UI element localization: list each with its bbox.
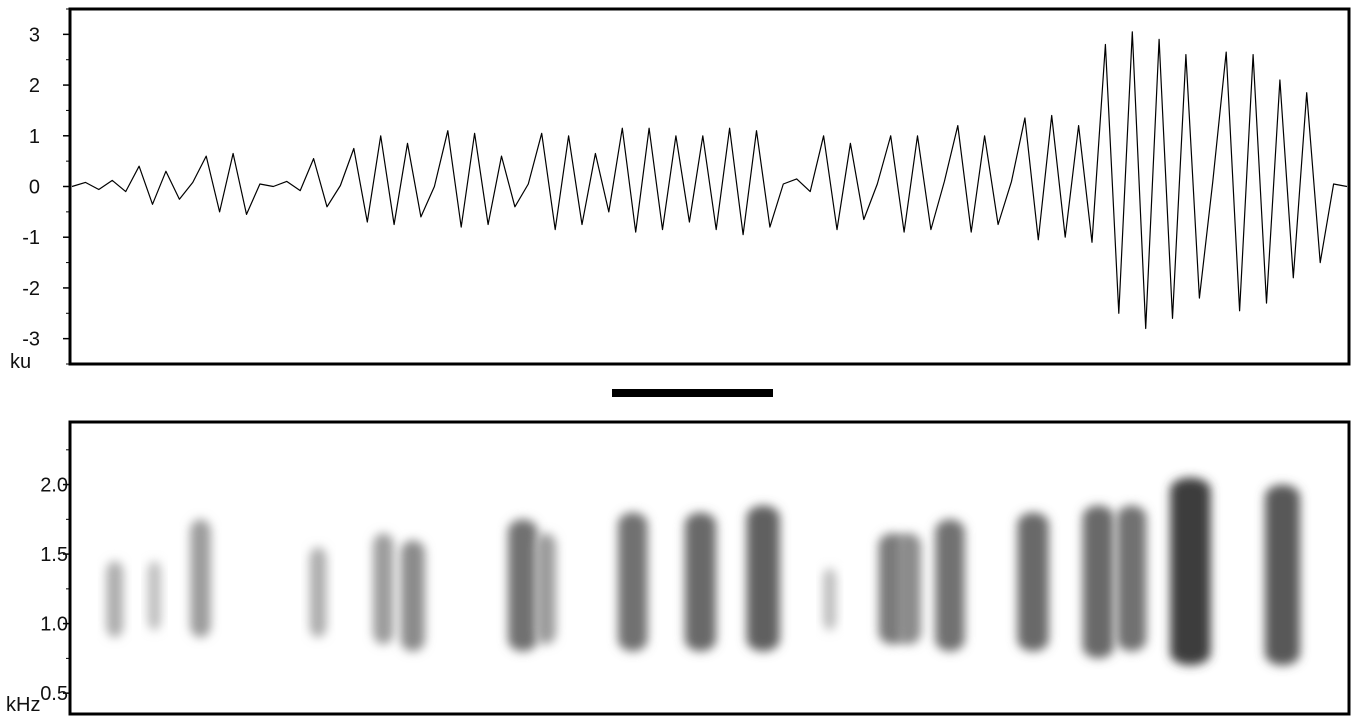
waveform-y-tick-label: -1 bbox=[22, 227, 40, 249]
spectrogram-syllable bbox=[1116, 505, 1147, 652]
spectrogram-syllable bbox=[106, 561, 124, 638]
spectrogram-syllable bbox=[1265, 484, 1300, 666]
spectrogram-y-axis: 2.0 1.5 1.0 0.5 bbox=[40, 449, 70, 705]
spectrogram-syllable bbox=[508, 519, 538, 652]
spectrogram-y-axis-label: kHz bbox=[6, 694, 40, 716]
spectrogram-syllable bbox=[309, 547, 327, 638]
waveform-y-axis: 3 2 1 0 -1 -2 -3 bbox=[22, 8, 70, 365]
waveform-y-tick-label: 0 bbox=[29, 177, 40, 199]
waveform-line bbox=[71, 31, 1348, 330]
spectrogram-syllable bbox=[1017, 512, 1049, 652]
spectrogram-syllable bbox=[746, 505, 780, 652]
spectrogram-syllable bbox=[684, 512, 717, 652]
spectrogram-y-tick-label: 1.0 bbox=[40, 614, 68, 636]
spectrogram-syllable bbox=[373, 533, 394, 645]
waveform-panel: 3 2 1 0 -1 -2 -3 ku bbox=[10, 7, 1351, 373]
spectrogram-syllable bbox=[935, 519, 965, 652]
spectrogram-syllable bbox=[823, 568, 837, 631]
spectrogram-syllable bbox=[400, 540, 425, 652]
spectrogram-y-tick-label: 1.5 bbox=[40, 544, 68, 566]
waveform-y-tick-label: 2 bbox=[29, 75, 40, 97]
spectrogram-plot-area bbox=[106, 477, 1300, 666]
spectrogram-panel: 2.0 1.5 1.0 0.5 kHz bbox=[6, 420, 1351, 716]
spectrogram-syllable bbox=[147, 561, 162, 631]
spectrogram-syllable bbox=[896, 533, 922, 645]
waveform-y-tick-label: 1 bbox=[29, 126, 40, 148]
spectrogram-syllable bbox=[1082, 505, 1114, 659]
spectrogram-syllable bbox=[535, 533, 557, 645]
waveform-y-tick-label: -2 bbox=[22, 278, 40, 300]
spectrogram-frame bbox=[68, 420, 1351, 716]
spectrogram-syllable bbox=[618, 512, 648, 652]
spectrogram-syllable bbox=[1170, 477, 1211, 666]
spectrogram-y-tick-label: 2.0 bbox=[40, 475, 68, 497]
spectrogram-y-tick-label: 0.5 bbox=[40, 683, 68, 705]
waveform-y-tick-label: 3 bbox=[29, 24, 40, 46]
waveform-y-axis-label: ku bbox=[10, 351, 31, 373]
waveform-plot-area bbox=[71, 31, 1348, 330]
waveform-y-tick-label: -3 bbox=[22, 329, 40, 351]
time-scale-bar bbox=[612, 389, 773, 397]
spectrogram-syllable bbox=[190, 519, 211, 638]
